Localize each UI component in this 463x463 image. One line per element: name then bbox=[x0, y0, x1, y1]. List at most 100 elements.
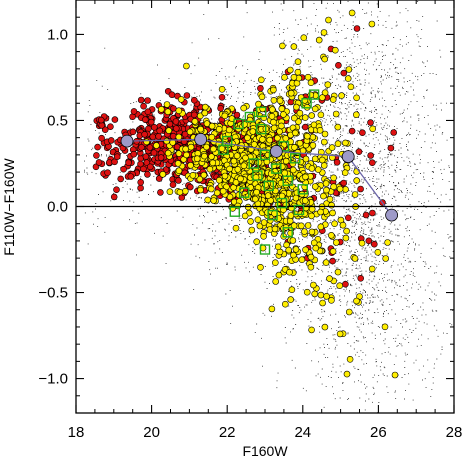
yellow-point bbox=[353, 177, 361, 184]
red-point bbox=[169, 181, 177, 188]
red-point bbox=[110, 193, 118, 201]
yellow-point bbox=[307, 263, 315, 271]
red-point bbox=[257, 85, 264, 92]
yellow-point bbox=[260, 219, 268, 226]
yellow-point bbox=[339, 221, 347, 229]
red-point bbox=[140, 102, 147, 110]
red-point bbox=[120, 165, 127, 173]
yellow-point bbox=[241, 212, 249, 220]
red-point bbox=[125, 159, 132, 166]
yellow-point bbox=[175, 133, 183, 141]
x-axis-label: F160W bbox=[242, 443, 288, 459]
yellow-point bbox=[293, 103, 300, 111]
yellow-point bbox=[321, 323, 329, 331]
yellow-point bbox=[163, 137, 170, 145]
red-point bbox=[104, 169, 111, 176]
red-point bbox=[365, 237, 373, 245]
yellow-point bbox=[353, 94, 360, 102]
yellow-point bbox=[329, 248, 337, 255]
yellow-point bbox=[249, 128, 257, 135]
yellow-point bbox=[296, 139, 304, 147]
yellow-point bbox=[308, 112, 316, 119]
green-square-point bbox=[308, 89, 320, 100]
red-point bbox=[217, 105, 224, 112]
yellow-point bbox=[304, 222, 312, 229]
yellow-point bbox=[289, 237, 297, 244]
yellow-point bbox=[187, 162, 194, 169]
red-point bbox=[140, 165, 147, 173]
red-point bbox=[390, 129, 398, 136]
red-point bbox=[107, 137, 115, 144]
yellow-point bbox=[256, 222, 264, 230]
yellow-point bbox=[278, 122, 285, 130]
red-point bbox=[97, 116, 105, 124]
red-point bbox=[370, 240, 378, 248]
red-point bbox=[362, 211, 370, 219]
yellow-point bbox=[326, 195, 334, 203]
red-point bbox=[168, 91, 176, 98]
yellow-point bbox=[271, 259, 279, 267]
yellow-point bbox=[352, 111, 360, 118]
green-square-point bbox=[256, 123, 267, 135]
red-point bbox=[329, 257, 336, 265]
red-point bbox=[156, 127, 163, 135]
yellow-point bbox=[334, 268, 342, 276]
yellow-point bbox=[210, 145, 217, 153]
yellow-point bbox=[280, 111, 287, 118]
green-square-point bbox=[271, 163, 282, 174]
yellow-point bbox=[197, 125, 204, 133]
yellow-point bbox=[281, 300, 289, 308]
yellow-point bbox=[382, 255, 390, 262]
yellow-point bbox=[272, 278, 280, 285]
yellow-point bbox=[291, 129, 299, 137]
yellow-point bbox=[276, 128, 283, 135]
yellow-point bbox=[255, 159, 263, 166]
yellow-point bbox=[247, 218, 254, 225]
yellow-point bbox=[330, 174, 337, 182]
red-point bbox=[170, 132, 177, 140]
yellow-point bbox=[268, 305, 276, 313]
yellow-point bbox=[163, 101, 171, 108]
yellow-point bbox=[320, 29, 328, 36]
green-square-point bbox=[252, 170, 263, 181]
green-square-point bbox=[282, 175, 293, 186]
yellow-point bbox=[208, 122, 216, 130]
red-point bbox=[137, 179, 144, 186]
red-point bbox=[93, 152, 100, 159]
red-point bbox=[142, 153, 150, 160]
yellow-point bbox=[368, 20, 376, 28]
yellow-point bbox=[312, 244, 320, 252]
red-point bbox=[218, 94, 226, 101]
yellow-point bbox=[290, 74, 298, 81]
yellow-point bbox=[258, 93, 266, 101]
red-point bbox=[138, 144, 145, 151]
yellow-point bbox=[311, 290, 319, 298]
yellow-point bbox=[291, 144, 298, 151]
yellow-point bbox=[226, 126, 233, 134]
red-point bbox=[387, 144, 395, 152]
yellow-point bbox=[237, 175, 244, 183]
yellow-point bbox=[275, 271, 283, 279]
yellow-point bbox=[278, 105, 286, 112]
yellow-point bbox=[330, 183, 337, 190]
yellow-point bbox=[331, 220, 338, 227]
yellow-point bbox=[292, 194, 300, 202]
yellow-point bbox=[197, 186, 204, 194]
yellow-point bbox=[264, 192, 272, 199]
yellow-point bbox=[319, 299, 326, 307]
median-point bbox=[269, 144, 283, 158]
yellow-point bbox=[321, 55, 329, 63]
yellow-point bbox=[328, 144, 336, 151]
yellow-point bbox=[309, 142, 317, 149]
yellow-point bbox=[318, 156, 326, 164]
red-point bbox=[144, 171, 151, 178]
yellow-point bbox=[213, 189, 221, 197]
red-point bbox=[101, 126, 109, 133]
yellow-point bbox=[332, 110, 340, 118]
yellow-point bbox=[336, 330, 344, 338]
green-square-point bbox=[282, 227, 293, 238]
yellow-point bbox=[153, 142, 160, 149]
yellow-point bbox=[268, 106, 276, 113]
yellow-point bbox=[338, 92, 345, 99]
yellow-point bbox=[348, 9, 356, 17]
